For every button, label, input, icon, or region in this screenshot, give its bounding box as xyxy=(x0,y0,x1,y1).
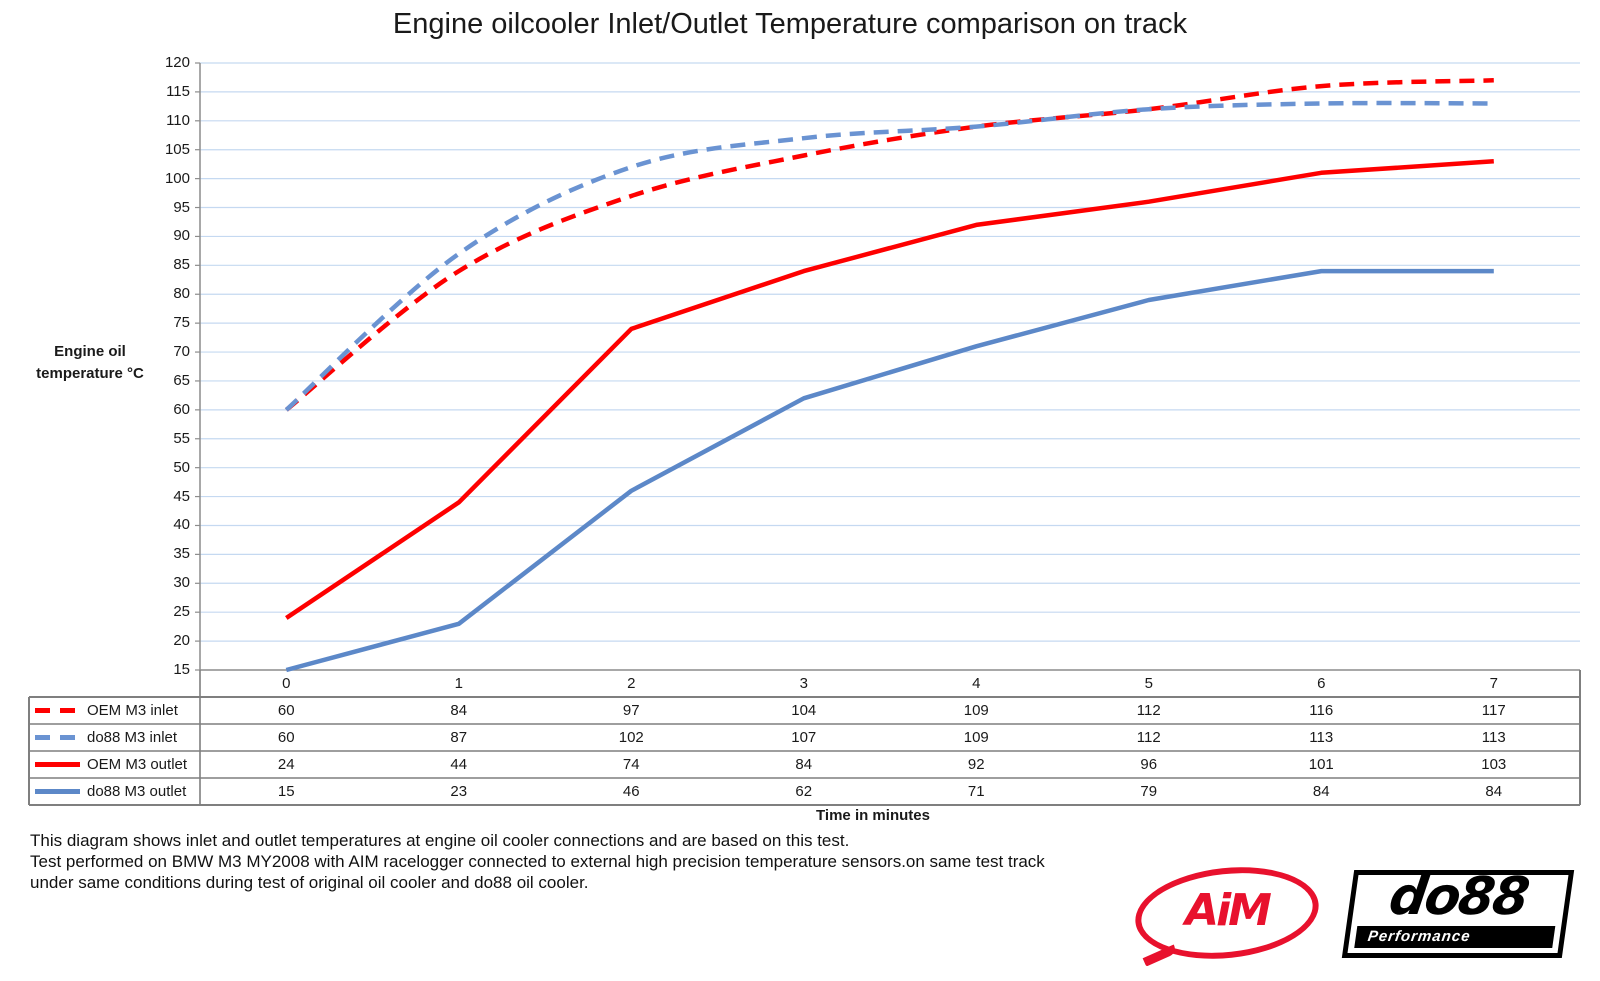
table-cell: 74 xyxy=(622,756,640,773)
do88-logo-frame: do88 Performance xyxy=(1341,867,1575,958)
x-category-label: 7 xyxy=(1489,675,1498,692)
table-cell: 71 xyxy=(967,783,985,800)
legend-label-do88-m3-outlet: do88 M3 outlet xyxy=(87,783,187,800)
table-cell: 107 xyxy=(791,729,817,746)
table-cell: 103 xyxy=(1481,756,1507,773)
y-tick-label: 45 xyxy=(173,487,190,505)
table-cell: 15 xyxy=(277,783,295,800)
x-category-label: 4 xyxy=(972,675,981,692)
x-category-label: 5 xyxy=(1144,675,1153,692)
aim-logo-text: AiM xyxy=(1185,885,1272,936)
table-cell: 84 xyxy=(450,702,468,719)
y-tick-label: 15 xyxy=(173,661,190,678)
footer-note: This diagram shows inlet and outlet temp… xyxy=(30,830,1045,893)
y-axis-title: Engine oil temperature °C xyxy=(10,341,170,385)
y-tick-label: 85 xyxy=(173,256,190,274)
footer-line-1: This diagram shows inlet and outlet temp… xyxy=(30,831,850,850)
table-cell: 117 xyxy=(1481,702,1506,719)
table-cell: 112 xyxy=(1136,729,1161,746)
x-category-label: 3 xyxy=(799,675,808,692)
table-cell: 112 xyxy=(1136,702,1161,719)
table-cell: 97 xyxy=(622,702,640,719)
do88-logo-text: do88 xyxy=(1385,867,1532,927)
y-tick-label: 95 xyxy=(173,198,190,216)
series-line-oem-m3-inlet xyxy=(284,78,1494,412)
series-line-oem-m3-outlet xyxy=(285,159,1494,620)
table-cell: 96 xyxy=(1140,756,1158,773)
y-tick-label: 115 xyxy=(166,82,190,100)
x-category-label: 0 xyxy=(282,675,291,692)
table-cell: 87 xyxy=(450,729,468,746)
do88-logo-subtext: Performance xyxy=(1366,928,1472,945)
y-tick-label: 55 xyxy=(173,429,190,447)
y-tick-label: 20 xyxy=(173,632,190,650)
table-cell: 109 xyxy=(963,729,989,746)
table-cell: 62 xyxy=(795,783,813,800)
y-tick-label: 25 xyxy=(173,603,190,621)
y-tick-label: 30 xyxy=(173,574,190,592)
x-axis-title: Time in minutes xyxy=(816,807,930,824)
series-line-do88-m3-outlet xyxy=(285,268,1494,673)
x-category-label: 1 xyxy=(454,675,463,692)
chart-title: Engine oilcooler Inlet/Outlet Temperatur… xyxy=(392,8,1188,40)
y-tick-label: 105 xyxy=(164,140,190,158)
table-cell: 116 xyxy=(1309,702,1334,719)
x-category-label: 6 xyxy=(1317,675,1326,692)
table-cell: 60 xyxy=(277,729,295,746)
y-tick-label: 110 xyxy=(166,111,190,129)
y-tick-label: 80 xyxy=(173,285,190,303)
legend-label-oem-m3-outlet: OEM M3 outlet xyxy=(87,756,188,773)
y-tick-label: 120 xyxy=(164,54,190,71)
do88-logo: do88 Performance xyxy=(1341,867,1575,958)
aim-logo: AiM xyxy=(1130,858,1324,968)
table-cell: 84 xyxy=(795,756,813,773)
table-cell: 60 xyxy=(277,702,295,719)
y-tick-label: 75 xyxy=(173,314,190,332)
y-tick-label: 35 xyxy=(173,545,190,563)
y-tick-label: 40 xyxy=(173,516,190,534)
table-cell: 113 xyxy=(1309,729,1334,746)
table-cell: 104 xyxy=(791,702,817,719)
y-axis-title-line2: temperature °C xyxy=(36,365,144,382)
y-tick-label: 100 xyxy=(164,169,190,187)
table-cell: 79 xyxy=(1140,783,1158,800)
x-category-label: 2 xyxy=(627,675,636,692)
y-tick-label: 70 xyxy=(173,343,190,361)
series-line-do88-m3-inlet xyxy=(284,100,1494,412)
table-cell: 84 xyxy=(1312,783,1330,800)
table-cell: 46 xyxy=(622,783,640,800)
table-cell: 101 xyxy=(1308,756,1334,773)
y-tick-label: 50 xyxy=(173,458,190,476)
y-tick-label: 60 xyxy=(173,400,190,418)
do88-logo-performance-bar: Performance xyxy=(1354,926,1556,948)
footer-line-3: under same conditions during test of ori… xyxy=(30,873,589,892)
y-tick-label: 65 xyxy=(173,371,190,389)
y-axis-title-line1: Engine oil xyxy=(54,343,126,360)
table-cell: 84 xyxy=(1485,783,1503,800)
y-tick-label: 90 xyxy=(173,227,190,245)
table-cell: 113 xyxy=(1481,729,1506,746)
footer-line-2: Test performed on BMW M3 MY2008 with AIM… xyxy=(30,852,1045,871)
table-cell: 109 xyxy=(963,702,989,719)
legend-label-oem-m3-inlet: OEM M3 inlet xyxy=(87,702,178,719)
legend-label-do88-m3-inlet: do88 M3 inlet xyxy=(87,729,178,746)
table-cell: 92 xyxy=(967,756,985,773)
table-cell: 24 xyxy=(277,756,295,773)
table-cell: 44 xyxy=(450,756,468,773)
table-cell: 23 xyxy=(450,783,468,800)
table-cell: 102 xyxy=(618,729,644,746)
